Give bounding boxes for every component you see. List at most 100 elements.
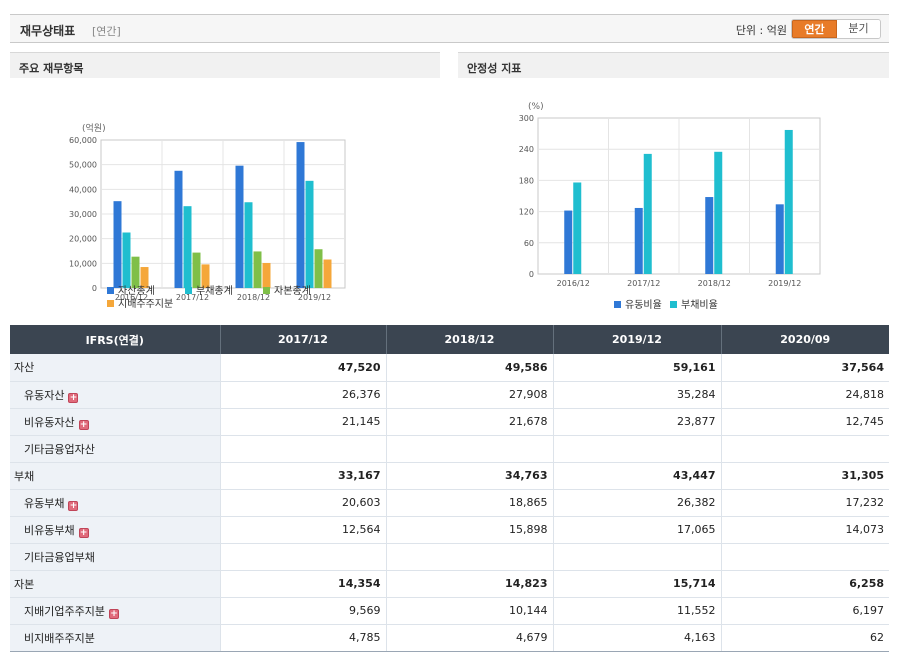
table-row: 기타금융업자산 — [10, 435, 889, 463]
table-cell: 18,865 — [385, 489, 553, 517]
column-header-period: 2019/12 — [553, 325, 722, 354]
table-row: 지배기업주주지분 +9,569 10,144 11,552 6,197 — [10, 597, 889, 625]
table-cell: 47,520 — [219, 354, 386, 382]
y-tick-label: 10,000 — [69, 259, 97, 268]
table-cell: 12,745 — [720, 408, 889, 436]
period-toggle[interactable]: 연간 분기 — [791, 19, 881, 39]
expand-plus-icon[interactable]: + — [78, 527, 89, 538]
legend-label: 부채비율 — [681, 299, 718, 311]
table-cell: 37,564 — [720, 354, 889, 382]
column-header-period: 2018/12 — [386, 325, 554, 354]
table-cell: 33,167 — [219, 462, 386, 490]
expand-plus-icon[interactable]: + — [108, 608, 119, 619]
table-row: 자산 47,520 49,586 59,161 37,564 — [10, 354, 889, 382]
bar — [775, 204, 784, 274]
expand-plus-icon[interactable]: + — [78, 419, 89, 430]
bar — [131, 256, 140, 288]
bar — [314, 249, 323, 288]
table-cell: 34,763 — [385, 462, 553, 490]
y-tick-label: 50,000 — [69, 161, 97, 170]
page-title: 재무상태표 — [20, 24, 76, 38]
row-label: 비지배주주지분 — [10, 624, 220, 652]
bar — [634, 207, 643, 274]
bar — [183, 206, 192, 288]
bar — [296, 142, 305, 288]
legend-label: 지배주주지분 — [118, 298, 173, 310]
table-cell: 21,145 — [219, 408, 386, 436]
y-tick-label: 300 — [519, 114, 534, 123]
row-label: 기타금융업부채 — [10, 543, 220, 571]
column-header-period: 2017/12 — [220, 325, 387, 354]
bar — [235, 165, 244, 288]
y-tick-label: 60,000 — [69, 136, 97, 145]
table-cell: 31,305 — [720, 462, 889, 490]
table-cell: 9,569 — [219, 597, 386, 625]
x-tick-label: 2016/12 — [557, 279, 590, 288]
row-label: 자산 — [10, 354, 220, 382]
annual-toggle-button[interactable]: 연간 — [792, 20, 837, 38]
bar — [573, 182, 582, 274]
bar — [113, 201, 122, 288]
stability-chart: (%) 0 60 120 180 240 300 2016/12 2017/12 2018/12 2… — [519, 102, 821, 311]
table-cell: 27,908 — [385, 381, 553, 409]
table-cell: 23,877 — [552, 408, 721, 436]
x-tick-label: 2018/12 — [237, 293, 270, 302]
stability-panel-title: 안정성 지표 — [458, 52, 889, 78]
y-tick-label: 30,000 — [69, 210, 97, 219]
table-cell — [552, 435, 721, 463]
table-row: 비지배주주지분 4,785 4,679 4,163 62 — [10, 624, 889, 652]
table-row: 비유동부채 +12,564 15,898 17,065 14,073 — [10, 516, 889, 544]
y-tick-label: 60 — [524, 239, 534, 248]
row-label-text: 비지배주주지분 — [24, 631, 95, 645]
row-label: 유동자산 + — [10, 381, 220, 409]
table-cell: 14,354 — [219, 570, 386, 598]
period-subtitle: [연간] — [92, 25, 121, 38]
y-tick-label: 240 — [519, 145, 534, 154]
bar — [705, 197, 714, 274]
table-cell: 26,382 — [552, 489, 721, 517]
row-label-text: 유동부채 — [24, 496, 65, 510]
bar — [305, 180, 314, 288]
row-label: 지배기업주주지분 + — [10, 597, 220, 625]
section-header: 재무상태표 [연간] 단위 : 억원 연간 분기 — [10, 14, 889, 43]
table-cell: 15,714 — [552, 570, 721, 598]
y-tick-label: 20,000 — [69, 235, 97, 244]
legend-swatch — [107, 287, 114, 294]
bar — [564, 210, 573, 274]
bar — [714, 151, 723, 274]
x-tick-label: 2019/12 — [768, 279, 801, 288]
legend-swatch — [185, 287, 192, 294]
expand-plus-icon[interactable]: + — [68, 392, 79, 403]
table-row: 자본 14,354 14,823 15,714 6,258 — [10, 570, 889, 598]
row-label: 비유동자산 + — [10, 408, 220, 436]
key-items-chart: (억원) 0 10,000 20,000 30,000 40,000 50,000 60,00… — [69, 122, 346, 310]
table-cell — [385, 543, 553, 571]
quarter-toggle-button[interactable]: 분기 — [837, 20, 880, 38]
expand-plus-icon[interactable]: + — [68, 500, 79, 511]
table-cell: 4,679 — [385, 624, 553, 652]
table-cell — [219, 543, 386, 571]
row-label-text: 자본 — [14, 577, 35, 591]
table-cell: 26,376 — [219, 381, 386, 409]
table-body: 자산 47,520 49,586 59,161 37,564 유동자산 +26,376 27,… — [10, 354, 889, 652]
table-cell: 35,284 — [552, 381, 721, 409]
x-tick-label: 2017/12 — [627, 279, 660, 288]
key-items-panel-title: 주요 재무항목 — [10, 52, 440, 78]
table-cell: 14,073 — [720, 516, 889, 544]
legend-label: 자산총계 — [118, 285, 155, 297]
table-cell — [552, 543, 721, 571]
table-cell: 6,197 — [720, 597, 889, 625]
row-label: 기타금융업자산 — [10, 435, 220, 463]
bar — [174, 170, 183, 288]
bar — [253, 251, 262, 288]
bar — [192, 252, 201, 288]
table-cell: 59,161 — [552, 354, 721, 382]
bar — [323, 259, 332, 288]
table-cell: 17,232 — [720, 489, 889, 517]
legend-swatch — [670, 301, 677, 308]
legend-label: 자본총계 — [274, 285, 311, 297]
row-label: 자본 — [10, 570, 220, 598]
table-cell: 12,564 — [219, 516, 386, 544]
column-header-account: IFRS(연결) — [10, 325, 221, 354]
row-label-text: 지배기업주주지분 — [24, 604, 105, 618]
